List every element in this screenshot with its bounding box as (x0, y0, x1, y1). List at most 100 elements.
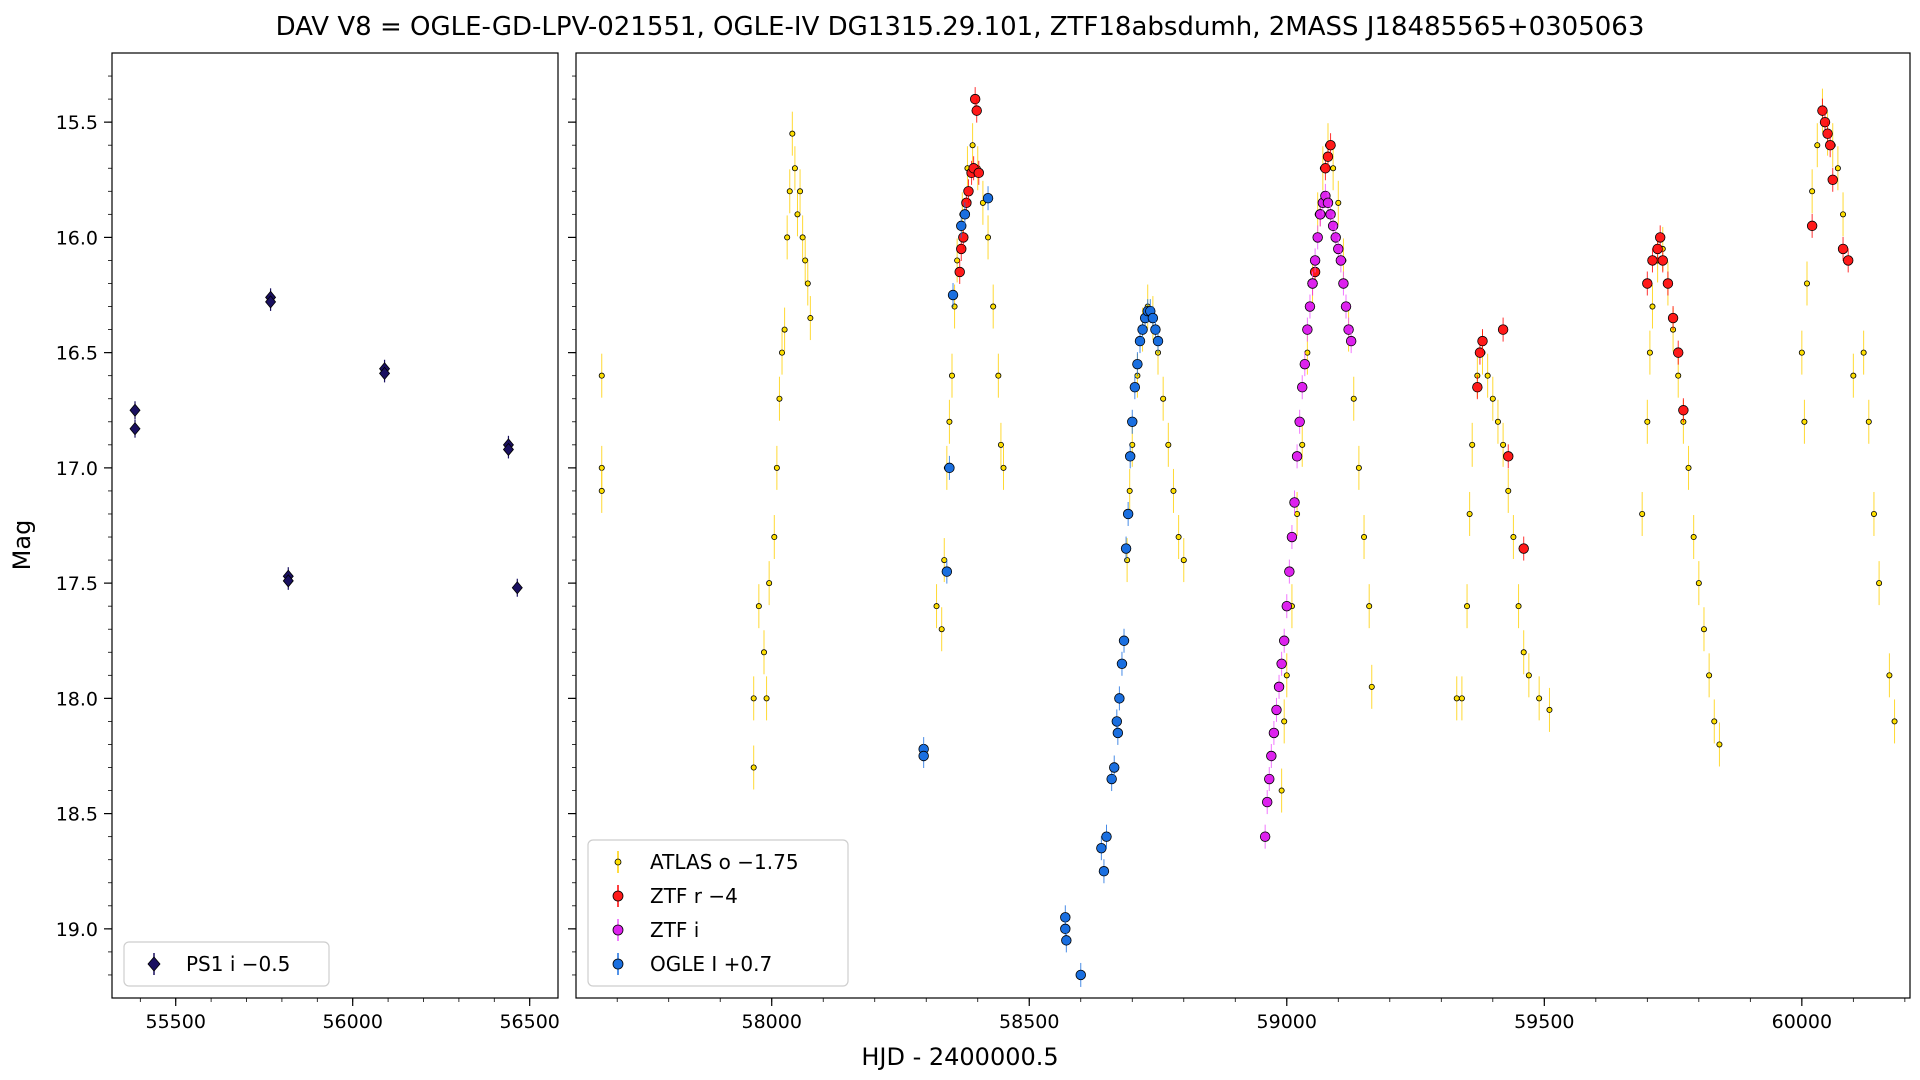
data-point (786, 188, 793, 195)
data-point (784, 234, 791, 241)
legend-label: ZTF r −4 (650, 884, 738, 908)
data-point (1307, 278, 1318, 289)
data-point (1126, 487, 1133, 494)
data-point (776, 395, 783, 402)
data-point (1335, 255, 1347, 266)
data-point (766, 580, 773, 587)
data-point (1299, 358, 1311, 370)
data-point (1125, 451, 1136, 462)
data-point (1466, 510, 1473, 517)
data-point (1096, 842, 1107, 854)
data-point (969, 93, 981, 105)
y-tick-label: 16.0 (56, 227, 98, 249)
y-tick-label: 16.5 (56, 343, 98, 365)
x-tick-label: 59500 (1514, 1011, 1574, 1033)
data-point (961, 197, 972, 209)
data-point (1320, 163, 1331, 174)
data-point (1642, 278, 1653, 289)
data-point (1281, 718, 1288, 725)
data-point (1291, 451, 1303, 462)
data-point (1330, 232, 1341, 243)
data-point (1505, 487, 1512, 494)
data-point (1170, 487, 1177, 494)
data-point (1122, 508, 1134, 520)
data-point (1654, 232, 1666, 243)
data-point (1175, 534, 1182, 541)
data-point (1494, 418, 1501, 425)
data-point (1639, 510, 1646, 517)
panel-2: 58000 58500 59000 59500 60000 ATLAS o −1.75 ZT… (568, 52, 1911, 1033)
data-point (918, 750, 929, 762)
data-point (1464, 603, 1471, 610)
data-point (1273, 681, 1285, 693)
data-point (1652, 243, 1663, 255)
data-point (1706, 672, 1713, 679)
data-point (1338, 278, 1349, 289)
data-point (1286, 531, 1298, 543)
data-point (1520, 649, 1527, 656)
data-point (969, 142, 976, 149)
data-point (1259, 831, 1271, 842)
data-point (598, 487, 605, 494)
data-point (1299, 441, 1306, 448)
data-point (282, 574, 294, 588)
data-point (938, 626, 945, 633)
x-tick-label: 56500 (499, 1011, 559, 1033)
panel-1: 15.5 16.0 16.5 17.0 17.5 18.0 18.5 19.0 55500 560… (56, 52, 560, 1033)
data-point (1817, 105, 1828, 116)
data-point (771, 534, 778, 541)
data-point (1809, 188, 1816, 195)
data-point (791, 165, 798, 172)
data-point (1860, 349, 1867, 356)
data-point (1489, 395, 1496, 402)
data-point (1309, 255, 1321, 266)
data-point (1453, 695, 1460, 702)
data-point (1132, 358, 1143, 370)
data-point (1801, 418, 1808, 425)
data-point (1294, 510, 1301, 517)
data-point (379, 366, 391, 381)
x-tick-label: 58500 (999, 1011, 1059, 1033)
data-point (1266, 750, 1277, 762)
data-point (1137, 324, 1148, 335)
data-point (1368, 683, 1375, 690)
data-point (1060, 923, 1071, 935)
data-point (1098, 866, 1110, 877)
data-point (802, 257, 809, 264)
data-point (973, 167, 984, 179)
data-point (1118, 635, 1130, 646)
data-point (1865, 418, 1872, 425)
data-point (1366, 603, 1373, 610)
x-axis-label: HJD - 2400000.5 (861, 1043, 1058, 1071)
data-point (1667, 312, 1679, 324)
data-point (954, 257, 961, 264)
data-point (971, 105, 982, 116)
x-tick-label: 60000 (1772, 1011, 1832, 1033)
data-point (1335, 199, 1342, 206)
x-tick-label: 58000 (741, 1011, 801, 1033)
data-point (1129, 441, 1136, 448)
data-point (755, 603, 762, 610)
y-tick-label: 17.0 (56, 458, 98, 480)
data-point (1297, 382, 1308, 393)
data-point (1150, 324, 1161, 335)
data-point (1283, 672, 1290, 679)
data-point (982, 193, 994, 204)
data-point (1304, 301, 1316, 312)
data-point (1515, 603, 1522, 610)
data-point (1112, 727, 1124, 739)
data-point (995, 372, 1002, 379)
data-point (1120, 543, 1132, 554)
data-point (956, 243, 967, 255)
legend-label: ZTF i (650, 918, 699, 942)
data-point (1268, 727, 1280, 739)
data-point (1343, 324, 1354, 335)
data-point (985, 234, 992, 241)
data-point (750, 764, 757, 771)
data-point (1536, 695, 1543, 702)
data-point (1458, 695, 1465, 702)
data-point (1289, 497, 1300, 508)
data-point (1678, 405, 1689, 416)
legend-marker (614, 858, 622, 866)
